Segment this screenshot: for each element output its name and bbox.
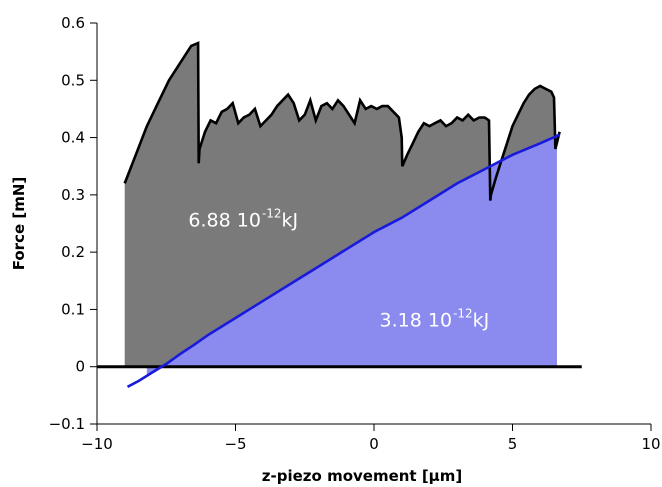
x-tick-label: 5 [508, 435, 518, 453]
y-tick-label: 0.1 [61, 300, 85, 318]
x-axis-title: z-piezo movement [µm] [262, 467, 462, 485]
x-tick-label: 10 [641, 435, 660, 453]
work-annotation: 6.88 10-12kJ [188, 206, 298, 231]
shaded-areas [124, 43, 557, 376]
y-tick-label: 0.2 [61, 243, 85, 261]
x-tick-label: 0 [369, 435, 379, 453]
work-area-fit-curve [146, 135, 557, 376]
work-annotation: 3.18 10-12kJ [380, 307, 490, 332]
y-tick-label: 0.4 [61, 129, 85, 147]
y-tick-label: −0.1 [49, 415, 85, 433]
y-ticks: −0.1 0 0.1 0.2 0.3 0.4 0.5 0.6 [49, 14, 97, 433]
x-tick-label: −5 [224, 435, 246, 453]
fit-curve-line [126, 133, 561, 388]
y-tick-label: 0.6 [61, 14, 85, 32]
annotations: 6.88 10-12kJ 3.18 10-12kJ [188, 206, 489, 331]
x-ticks: −10 −5 0 5 10 [81, 424, 661, 453]
y-tick-label: 0.5 [61, 71, 85, 89]
x-tick-label: −10 [81, 435, 113, 453]
axes: −10 −5 0 5 10 −0.1 0 0.1 0.2 0.3 0.4 0.5 0.6 [49, 14, 661, 453]
y-tick-label: 0 [75, 358, 85, 376]
y-axis-title: Force [mN] [10, 177, 28, 271]
y-tick-label: 0.3 [61, 186, 85, 204]
force-curve-line [123, 41, 561, 201]
